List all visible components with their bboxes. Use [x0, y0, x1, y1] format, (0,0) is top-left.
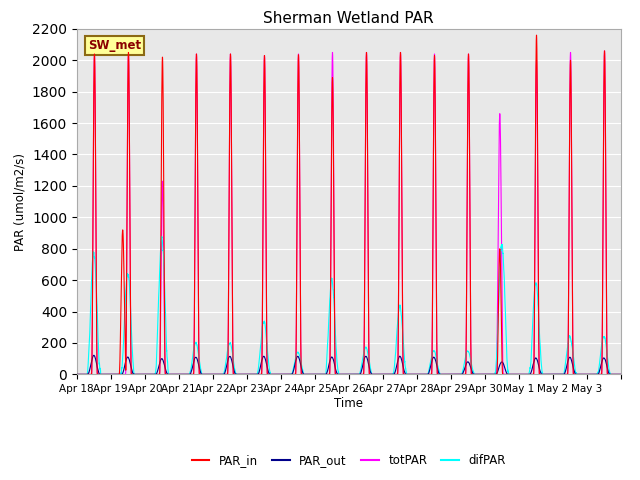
Y-axis label: PAR (umol/m2/s): PAR (umol/m2/s) — [13, 153, 26, 251]
Title: Sherman Wetland PAR: Sherman Wetland PAR — [264, 11, 434, 26]
Text: SW_met: SW_met — [88, 39, 141, 52]
Legend: PAR_in, PAR_out, totPAR, difPAR: PAR_in, PAR_out, totPAR, difPAR — [187, 450, 511, 472]
X-axis label: Time: Time — [334, 397, 364, 410]
